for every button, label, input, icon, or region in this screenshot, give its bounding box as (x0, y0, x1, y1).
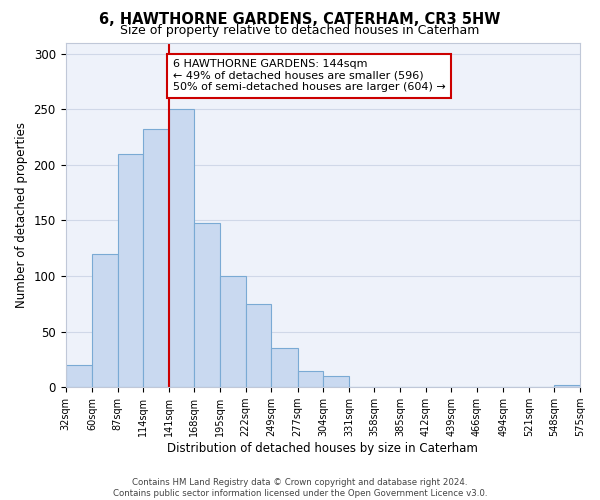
Text: 6, HAWTHORNE GARDENS, CATERHAM, CR3 5HW: 6, HAWTHORNE GARDENS, CATERHAM, CR3 5HW (100, 12, 500, 28)
Bar (65, 365, 92, 387)
Bar (220, 276, 245, 387)
Text: Size of property relative to detached houses in Caterham: Size of property relative to detached ho… (121, 24, 479, 37)
Bar (92, 254, 118, 387)
Bar (323, 376, 349, 387)
Bar (118, 154, 143, 387)
X-axis label: Distribution of detached houses by size in Caterham: Distribution of detached houses by size … (167, 442, 478, 455)
Text: Contains HM Land Registry data © Crown copyright and database right 2024.
Contai: Contains HM Land Registry data © Crown c… (113, 478, 487, 498)
Bar (298, 370, 323, 387)
Y-axis label: Number of detached properties: Number of detached properties (15, 122, 28, 308)
Bar (143, 129, 169, 387)
Text: 6 HAWTHORNE GARDENS: 144sqm
← 49% of detached houses are smaller (596)
50% of se: 6 HAWTHORNE GARDENS: 144sqm ← 49% of det… (173, 59, 445, 92)
Bar (271, 348, 298, 387)
Bar (194, 222, 220, 387)
Bar (169, 109, 194, 387)
Bar (245, 304, 271, 387)
Bar (554, 385, 580, 387)
